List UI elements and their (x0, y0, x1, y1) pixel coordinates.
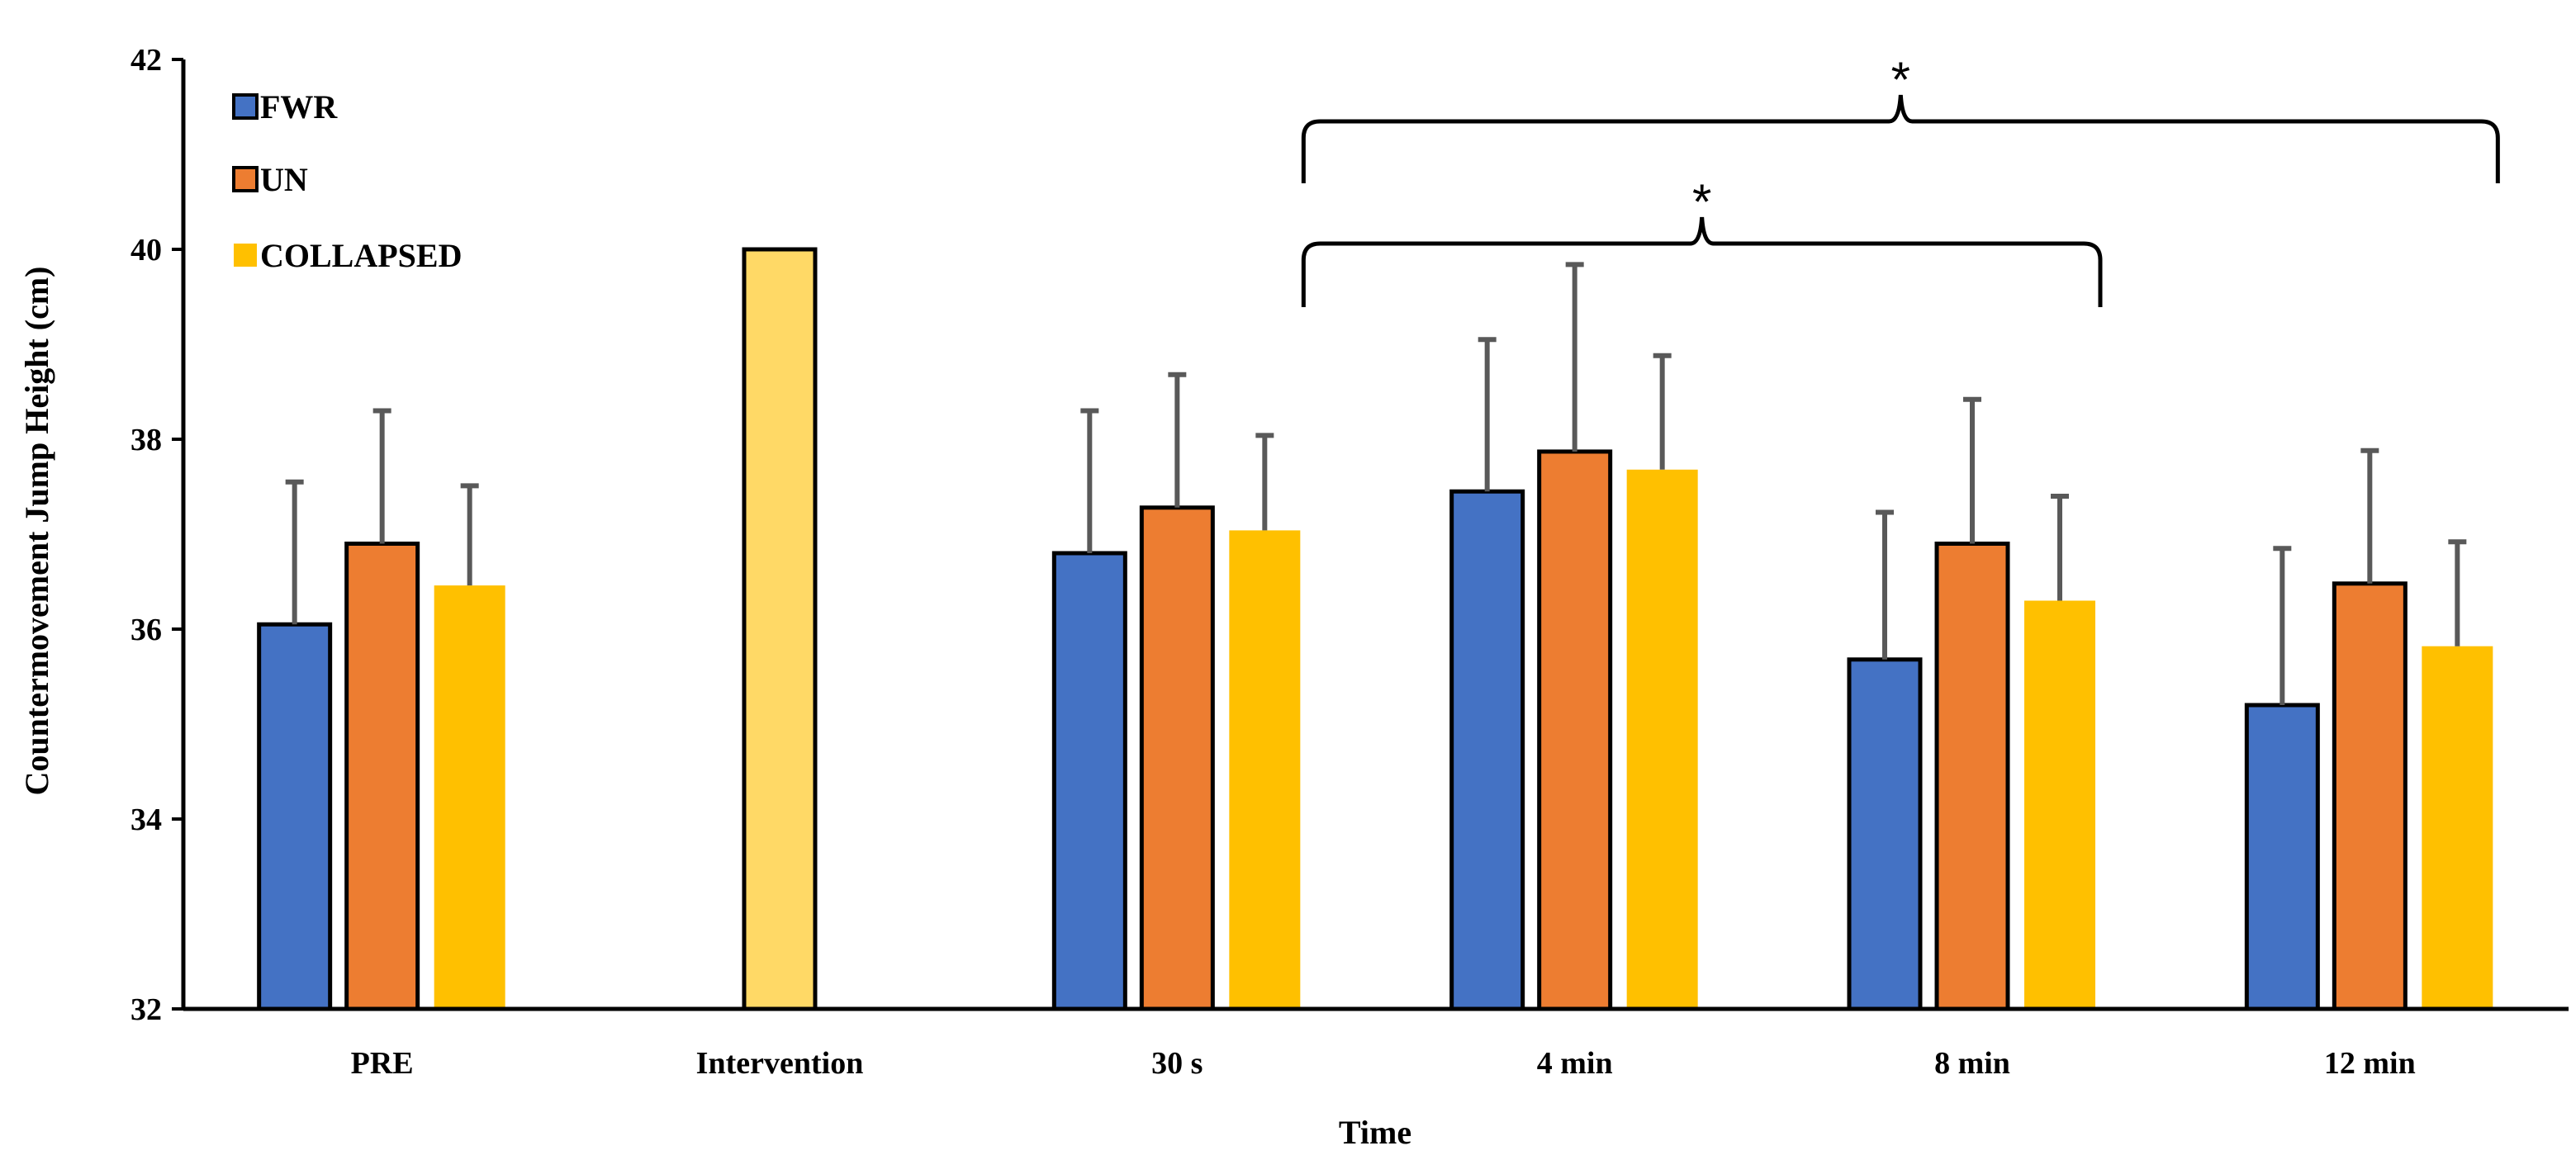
x-tick-label: 12 min (2324, 1046, 2416, 1081)
bar-un-30-s (1139, 505, 1215, 1011)
y-tick-label: 40 (130, 233, 162, 268)
bar-un-4-min (1537, 449, 1613, 1011)
bar-collapsed-12-min (2422, 646, 2493, 1009)
bar-un-8-min (1934, 542, 2010, 1011)
legend-label-fwr: FWR (260, 88, 338, 125)
x-axis-title: Time (1339, 1114, 1411, 1151)
bar-un-12-min (2332, 581, 2408, 1011)
bar-fwr-pre (257, 622, 333, 1011)
significance-brace-inner-label: * (1692, 174, 1711, 230)
bar-collapsed-4-min (1626, 469, 1698, 1009)
y-tick-label: 36 (130, 613, 162, 647)
legend-swatch-collapsed (234, 244, 257, 267)
x-tick-label: Intervention (696, 1046, 864, 1081)
bar-fwr-8-min (1847, 657, 1923, 1011)
y-tick-label: 38 (130, 423, 162, 457)
x-tick-label: PRE (351, 1046, 414, 1081)
significance-brace-outer (1301, 94, 2500, 183)
y-tick-label: 34 (130, 803, 162, 837)
legend-label-collapsed: COLLAPSED (260, 237, 463, 274)
bar-collapsed-30-s (1229, 530, 1301, 1009)
bar-intervention (742, 247, 818, 1011)
y-tick-label: 42 (130, 43, 162, 78)
bar-fwr-12-min (2244, 703, 2320, 1011)
legend-label-un: UN (260, 161, 308, 198)
x-tick-label: 4 min (1537, 1046, 1613, 1081)
bar-collapsed-8-min (2024, 600, 2095, 1009)
significance-brace-outer-label: * (1891, 52, 1910, 107)
legend-swatch-fwr (232, 93, 259, 120)
x-tick-label: 8 min (1934, 1046, 2010, 1081)
x-tick-label: 30 s (1151, 1046, 1203, 1081)
significance-brace-inner (1301, 216, 2103, 307)
bar-un-pre (344, 542, 420, 1011)
legend-swatch-un (232, 166, 259, 192)
bar-fwr-4-min (1449, 489, 1525, 1011)
bar-collapsed-pre (434, 585, 505, 1009)
y-axis-title: Countermovement Jump Height (cm) (18, 267, 55, 796)
y-tick-label: 32 (130, 992, 162, 1027)
bar-fwr-30-s (1051, 551, 1127, 1011)
